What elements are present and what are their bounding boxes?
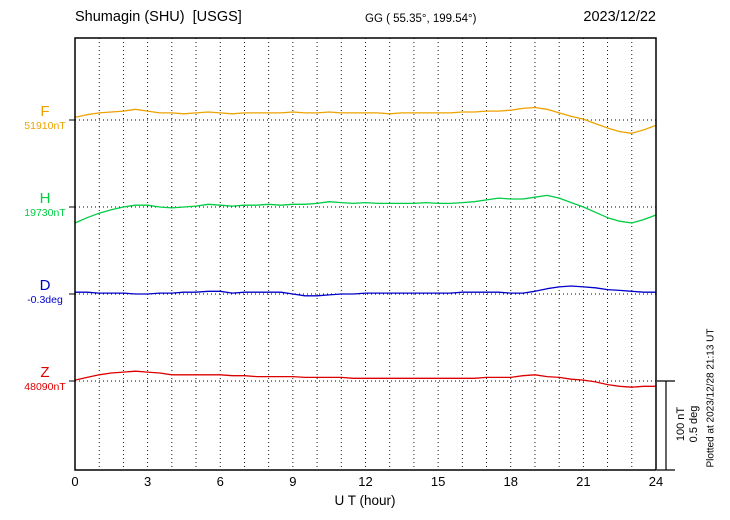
trace-F	[74, 106, 657, 134]
channel-baseline-value-D: -0.3deg	[27, 294, 63, 306]
station-title: Shumagin (SHU) [USGS]	[75, 9, 242, 25]
channel-baseline-value-Z: 48090nT	[24, 381, 66, 393]
trace-H	[74, 194, 657, 224]
channel-label-F: F 51910nT	[14, 103, 76, 133]
channel-letter-Z: Z	[40, 364, 50, 381]
x-tick-label: 21	[576, 474, 590, 489]
x-tick-label: 15	[431, 474, 445, 489]
scalebar-label-nt: 100 nT	[675, 406, 687, 442]
x-tick-label: 12	[358, 474, 372, 489]
trace-D	[74, 285, 657, 297]
channel-label-D: D -0.3deg	[14, 277, 76, 307]
x-tick-label: 24	[649, 474, 663, 489]
plot-border	[74, 37, 657, 471]
trace-Z	[74, 370, 657, 388]
x-tick-label: 3	[144, 474, 151, 489]
scalebar-label-deg: 0.5 deg	[688, 405, 700, 443]
channel-letter-F: F	[40, 103, 50, 120]
x-tick-label: 0	[71, 474, 78, 489]
geo-coordinates: GG ( 55.35°, 199.54°)	[365, 13, 477, 25]
channel-label-H: H 19730nT	[14, 190, 76, 220]
x-axis-title: U T (hour)	[334, 493, 396, 508]
channel-letter-H: H	[39, 190, 51, 207]
channel-letter-D: D	[39, 277, 51, 294]
channel-baseline-value-H: 19730nT	[24, 207, 66, 219]
plot-date: 2023/12/22	[583, 9, 656, 25]
x-tick-label: 6	[217, 474, 224, 489]
channel-baseline-value-F: 51910nT	[24, 120, 66, 132]
x-tick-label: 18	[504, 474, 518, 489]
plotted-at-note: Plotted at 2023/12/28 21:13 UT	[705, 328, 717, 468]
x-tick-label: 9	[289, 474, 296, 489]
channel-label-Z: Z 48090nT	[14, 364, 76, 394]
